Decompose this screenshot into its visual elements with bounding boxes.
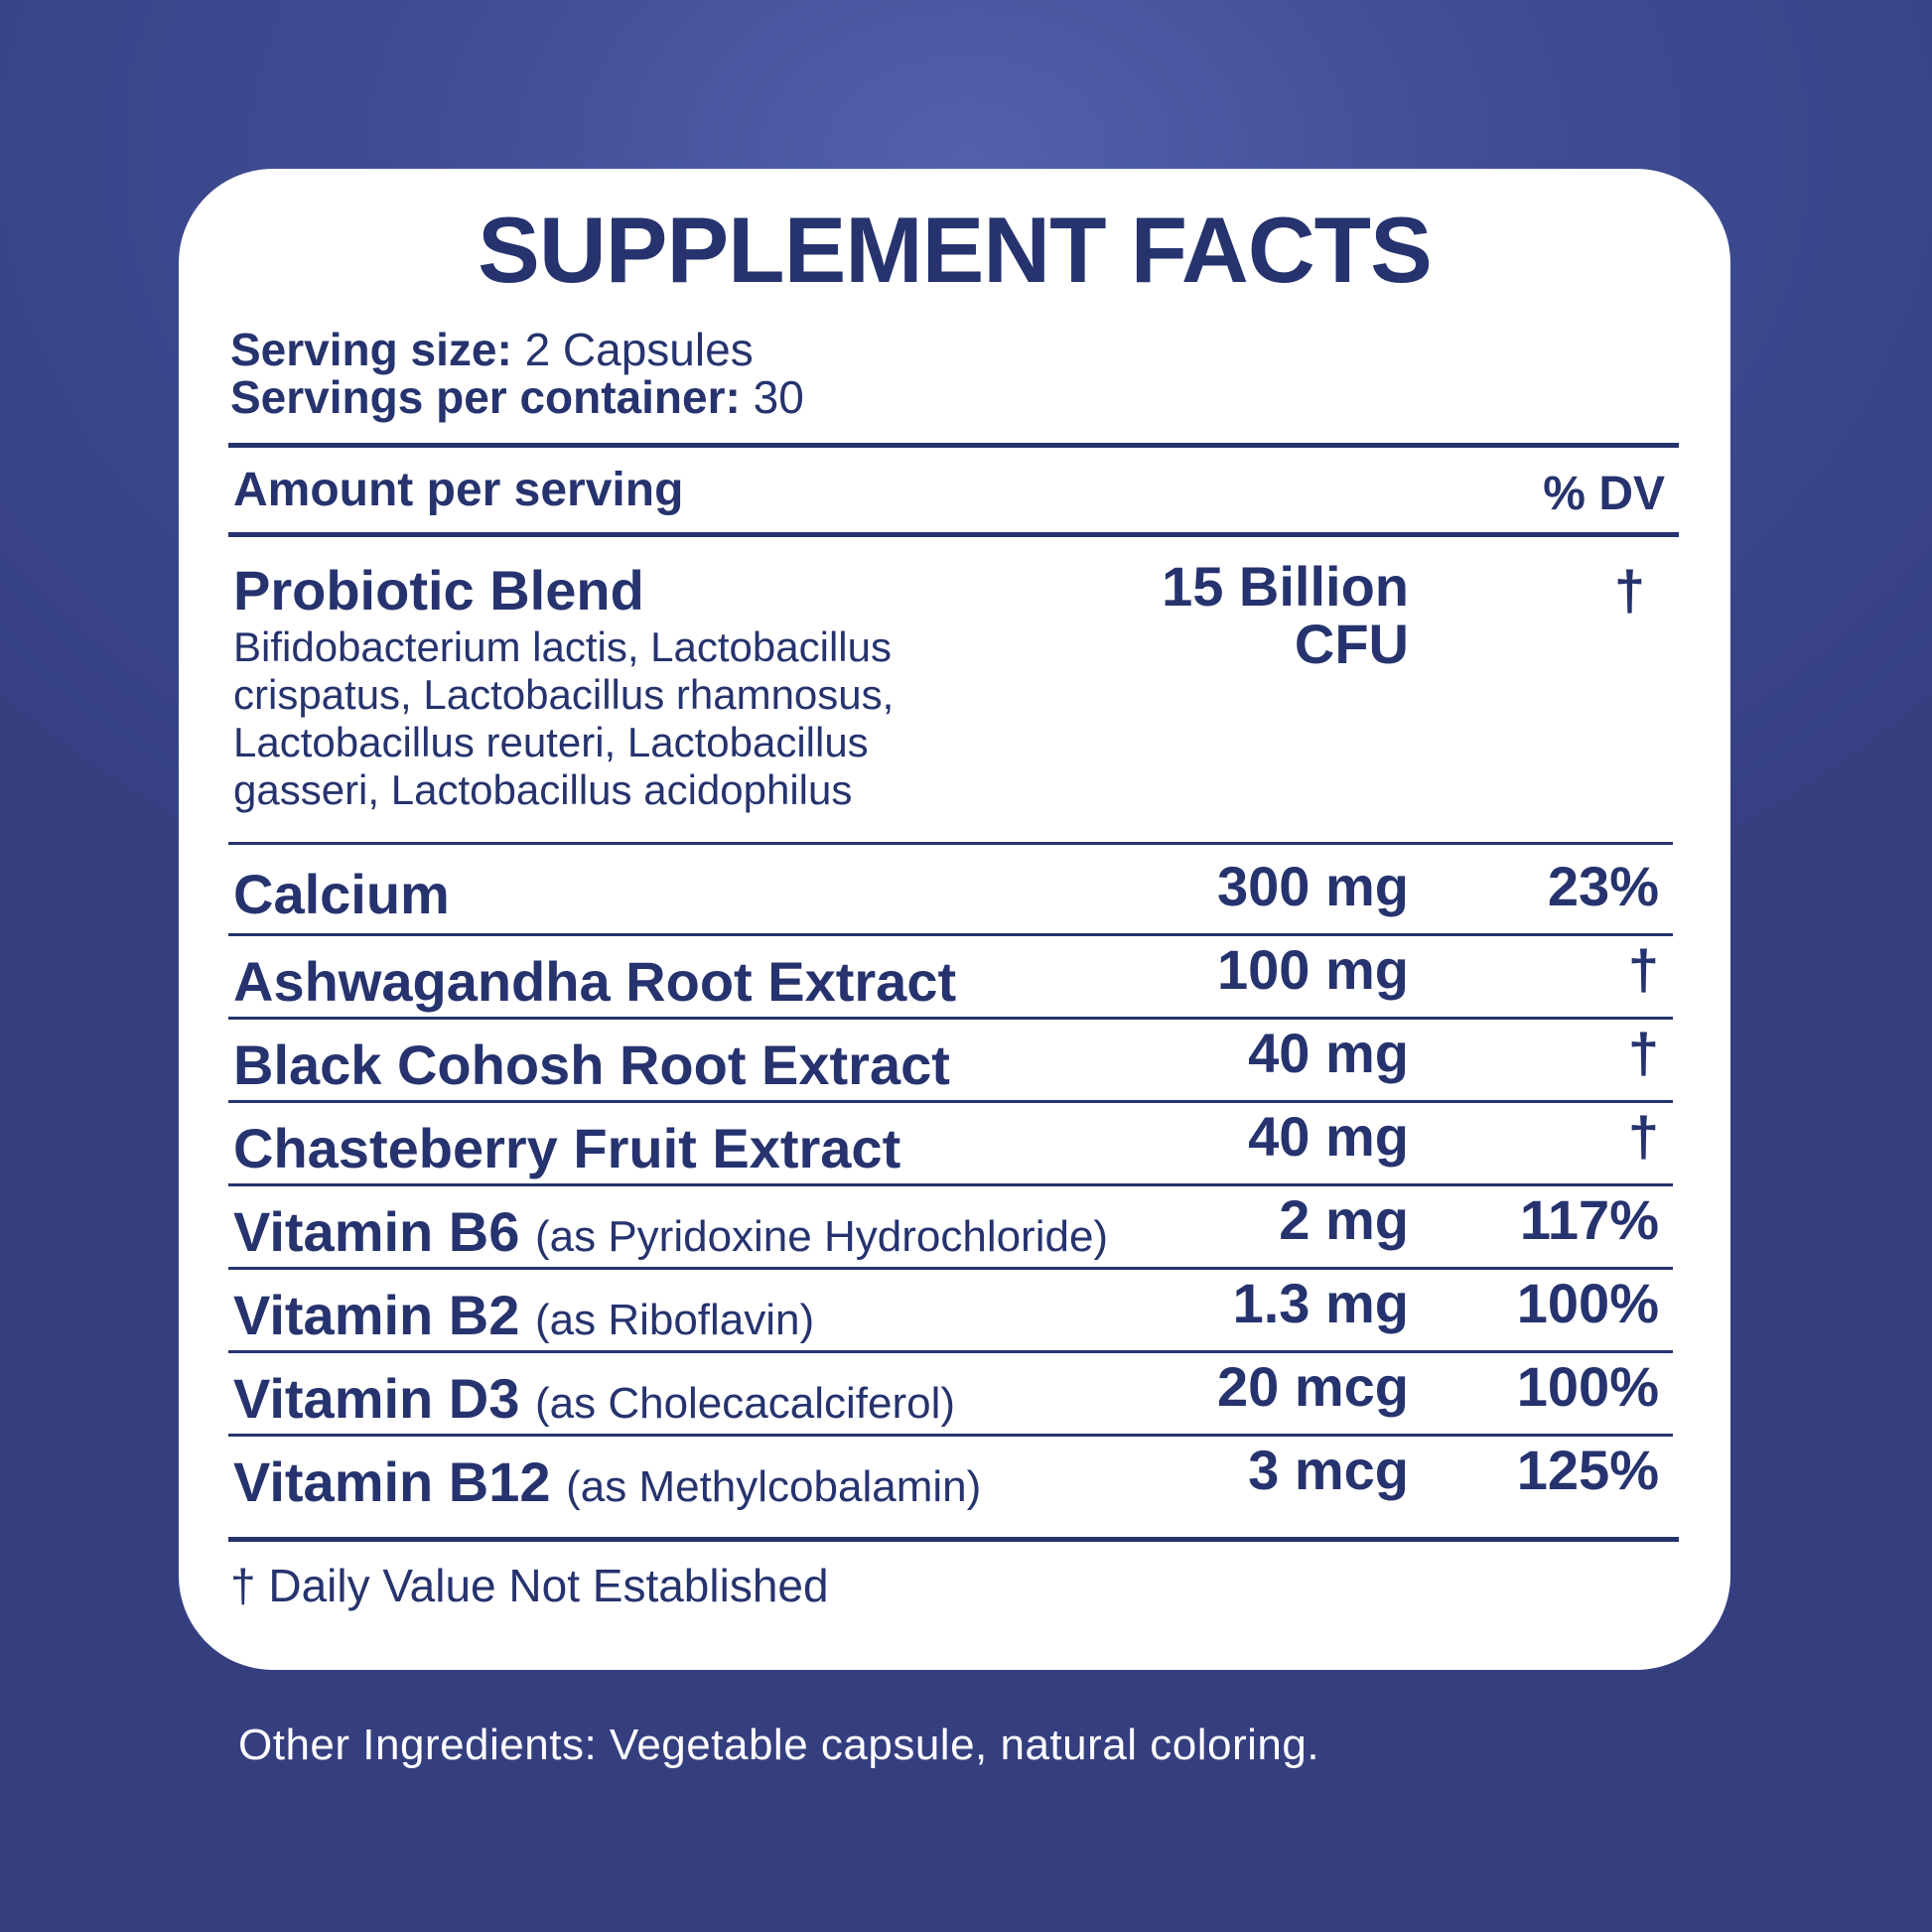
ingredient-name: Vitamin D3 (as Cholecacalciferol): [233, 1366, 955, 1431]
amount-per-serving-header: Amount per serving: [233, 464, 684, 516]
ingredient-amount: 2 mg: [1279, 1188, 1409, 1251]
ingredient-dv: †: [1627, 1022, 1659, 1084]
probiotic-strains: Bifidobacterium lactis, Lactobacillus cr…: [233, 623, 1028, 814]
ingredient-name-text: Calcium: [233, 863, 450, 925]
serving-info: Serving size: 2 Capsules Servings per co…: [230, 326, 804, 421]
ingredient-amount: 3 mcg: [1248, 1439, 1409, 1501]
ingredient-name: Calcium: [233, 862, 450, 926]
ingredient-amount: 40 mg: [1248, 1022, 1409, 1084]
ingredient-dv: 23%: [1547, 855, 1659, 917]
serving-size-value: 2 Capsules: [524, 324, 754, 375]
strain-line: Lactobacillus reuteri, Lactobacillus: [233, 719, 869, 765]
ingredient-dv: †: [1613, 559, 1645, 621]
ingredient-name-text: Black Cohosh Root Extract: [233, 1034, 950, 1096]
amount-line: CFU: [1294, 613, 1409, 675]
servings-per-container-label: Servings per container:: [230, 371, 741, 423]
amount-line: 15 Billion: [1162, 555, 1409, 618]
ingredient-dv: 100%: [1516, 1355, 1659, 1418]
daily-value-header: % DV: [1543, 468, 1665, 520]
ingredient-note: (as Cholecacalciferol): [534, 1379, 956, 1428]
ingredient-name-text: Ashwagandha Root Extract: [233, 950, 957, 1013]
divider: [228, 1434, 1673, 1437]
ingredient-dv: 100%: [1516, 1272, 1659, 1334]
ingredient-name: Vitamin B2 (as Riboflavin): [233, 1283, 814, 1347]
strain-line: crispatus, Lactobacillus rhamnosus,: [233, 671, 895, 718]
divider: [228, 842, 1673, 845]
ingredient-name-text: Vitamin B2: [233, 1284, 520, 1346]
footnote: † Daily Value Not Established: [230, 1560, 829, 1611]
divider: [228, 443, 1679, 448]
page-title: SUPPLEMENT FACTS: [478, 198, 1433, 302]
divider: [228, 1017, 1673, 1020]
divider: [228, 933, 1673, 936]
ingredient-note: (as Riboflavin): [534, 1296, 815, 1344]
ingredient-name: Vitamin B6 (as Pyridoxine Hydrochloride): [233, 1199, 1108, 1264]
ingredient-name: Ashwagandha Root Extract: [233, 949, 956, 1014]
ingredient-note: (as Pyridoxine Hydrochloride): [534, 1212, 1109, 1261]
divider: [228, 1183, 1673, 1186]
ingredient-amount: 1.3 mg: [1232, 1272, 1409, 1334]
ingredient-name: Probiotic Blend: [233, 559, 644, 621]
ingredient-amount: 20 mcg: [1217, 1355, 1409, 1418]
ingredient-name: Vitamin B12 (as Methylcobalamin): [233, 1449, 981, 1514]
divider: [228, 1537, 1679, 1542]
ingredient-name-text: Vitamin B12: [233, 1450, 551, 1513]
ingredient-amount: 100 mg: [1217, 938, 1409, 1001]
ingredient-amount: 15 Billion CFU: [1162, 558, 1409, 673]
divider: [228, 532, 1679, 537]
servings-per-container: Servings per container: 30: [230, 373, 804, 421]
ingredient-note: (as Methylcobalamin): [566, 1462, 982, 1511]
ingredient-name: Chasteberry Fruit Extract: [233, 1116, 900, 1180]
ingredient-name-text: Vitamin B6: [233, 1200, 520, 1263]
servings-per-container-value: 30: [753, 371, 804, 423]
serving-size: Serving size: 2 Capsules: [230, 326, 804, 373]
ingredient-amount: 40 mg: [1248, 1105, 1409, 1168]
ingredient-dv: †: [1627, 1105, 1659, 1168]
divider: [228, 1100, 1673, 1103]
strain-line: Bifidobacterium lactis, Lactobacillus: [233, 623, 892, 670]
ingredient-dv: 117%: [1519, 1188, 1659, 1251]
divider: [228, 1350, 1673, 1353]
other-ingredients: Other Ingredients: Vegetable capsule, na…: [238, 1721, 1320, 1769]
ingredient-dv: 125%: [1516, 1439, 1659, 1501]
divider: [228, 1267, 1673, 1270]
ingredient-amount: 300 mg: [1217, 855, 1409, 917]
ingredient-name-text: Chasteberry Fruit Extract: [233, 1117, 901, 1179]
serving-size-label: Serving size:: [230, 324, 512, 375]
ingredient-name: Black Cohosh Root Extract: [233, 1033, 950, 1097]
ingredient-dv: †: [1627, 938, 1659, 1001]
strain-line: gasseri, Lactobacillus acidophilus: [233, 766, 853, 813]
ingredient-name-text: Vitamin D3: [233, 1367, 520, 1430]
supplement-facts-panel: SUPPLEMENT FACTS Serving size: 2 Capsule…: [179, 169, 1730, 1670]
